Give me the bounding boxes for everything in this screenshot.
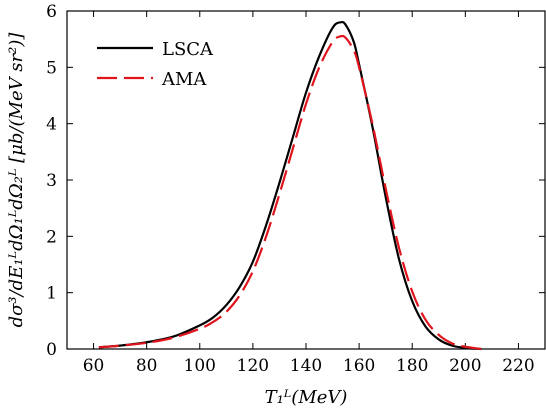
axis-ticks: 60 80 100 120 140 160 180 200 220 0 1 2 3 4 5 6: [46, 2, 545, 376]
y-tick-label: 1: [46, 284, 57, 304]
legend-label-lsca: LSCA: [162, 39, 214, 60]
x-tick-label: 160: [343, 356, 375, 376]
series-line-lsca: [98, 20, 482, 351]
y-tick-label: 0: [46, 340, 57, 360]
y-tick-label: 3: [46, 171, 57, 191]
x-tick-label: 200: [449, 356, 481, 376]
x-tick-label: 80: [136, 356, 158, 376]
legend-label-ama: AMA: [161, 69, 207, 90]
x-tick-label: 120: [237, 356, 269, 376]
x-tick-label: 180: [396, 356, 428, 376]
x-tick-label: 100: [184, 356, 216, 376]
plot-frame: [66, 10, 546, 350]
legend: LSCA AMA: [97, 39, 214, 90]
series-line-ama: [98, 34, 482, 351]
y-axis-title: dσ³/dE₁ᴸdΩ₁ᴸdΩ₂ᴸ [μb/(MeV sr²)]: [6, 32, 27, 328]
x-tick-label: 140: [290, 356, 322, 376]
y-tick-label: 5: [46, 58, 57, 78]
y-tick-label: 4: [46, 115, 57, 135]
x-tick-label: 60: [83, 356, 105, 376]
y-tick-label: 2: [46, 227, 57, 247]
series-layer: [98, 20, 482, 351]
x-axis-title: T₁ᴸ(MeV): [265, 387, 348, 408]
x-tick-label: 220: [502, 356, 534, 376]
y-tick-label: 6: [46, 2, 57, 22]
